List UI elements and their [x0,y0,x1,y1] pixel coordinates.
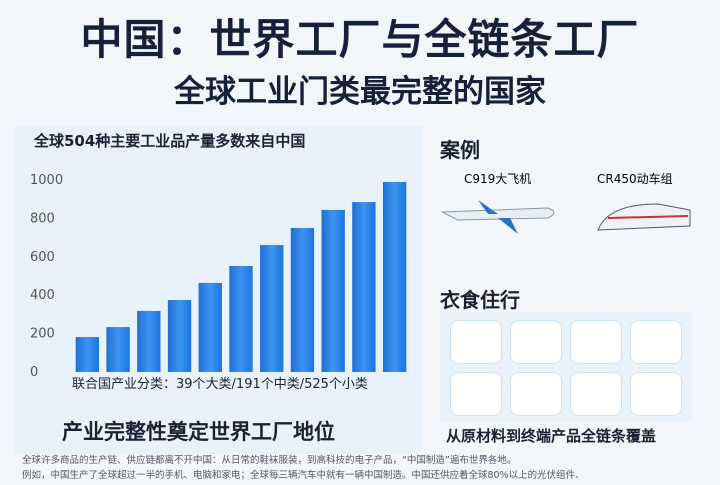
bar [198,282,222,372]
bar [260,245,284,372]
bar [137,310,161,372]
icon [510,372,562,416]
daily-caption: 从原材料到终端产品全链条覆盖 [446,427,657,445]
chart-title: 全球504种主要工业品产量多数来自中国 [33,132,305,150]
icon [450,320,502,364]
subtitle: 全球工业门类最完整的国家 [174,74,546,110]
icon-panel [440,312,692,422]
bar [321,209,345,372]
case-label: C919大飞机 [464,172,532,186]
icon [510,320,562,364]
left-caption: 产业完整性奠定世界工厂地位 [62,420,335,444]
daily-title: 衣食住行 [440,288,520,312]
y-tick-label: 200 [30,327,55,342]
bar [382,181,407,372]
bar [106,327,130,372]
bar [229,266,253,372]
footnote: 例如，中国生产了全球超过一半的手机、电脑和家电；全球每三辆汽车中就有一辆中国制造… [22,470,585,481]
y-tick-label: 600 [30,250,55,265]
case-label: CR450动车组 [597,172,673,186]
cases-title: 案例 [440,138,480,162]
y-tick-label: 0 [30,365,38,380]
y-tick-label: 800 [30,211,55,226]
footnote: 全球许多商品的生产链、供应链都离不开中国：从日常的鞋袜服装，到高科技的电子产品，… [22,455,517,466]
y-tick-label: 400 [30,288,55,303]
bar [290,228,315,372]
icon [450,372,502,416]
y-tick-label: 1000 [30,173,63,188]
icon [630,372,682,416]
bar [75,337,100,372]
bar [352,202,376,372]
title: 中国：世界工厂与全链条工厂 [80,15,640,64]
icon [630,320,682,364]
case-images [441,200,691,234]
icon [570,320,622,364]
bar [167,300,192,372]
icon [570,372,622,416]
x-label: 联合国产业分类：39个大类/191个中类/525个小类 [72,377,368,392]
